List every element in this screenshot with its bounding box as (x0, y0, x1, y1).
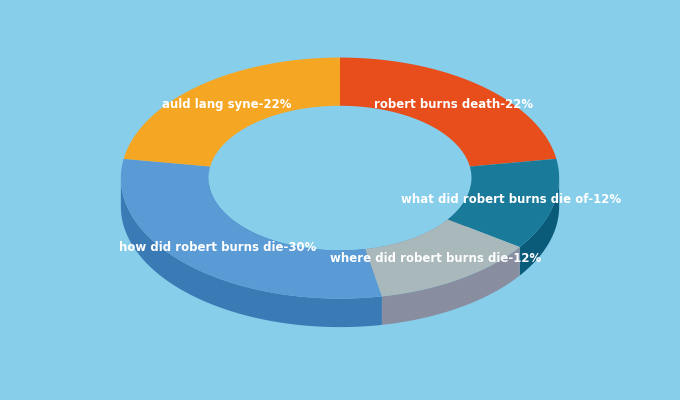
PathPatch shape (209, 178, 365, 279)
PathPatch shape (520, 178, 559, 276)
Text: what did robert burns die of-12%: what did robert burns die of-12% (401, 193, 621, 206)
PathPatch shape (121, 178, 382, 327)
Text: where did robert burns die-12%: where did robert burns die-12% (330, 252, 541, 265)
Text: auld lang syne-22%: auld lang syne-22% (162, 98, 291, 111)
PathPatch shape (365, 220, 520, 296)
PathPatch shape (448, 159, 559, 247)
Text: how did robert burns die-30%: how did robert burns die-30% (120, 241, 317, 254)
PathPatch shape (124, 58, 340, 166)
PathPatch shape (121, 159, 382, 299)
Text: robert burns death-22%: robert burns death-22% (374, 98, 533, 111)
PathPatch shape (365, 220, 448, 278)
PathPatch shape (382, 247, 520, 325)
PathPatch shape (448, 178, 471, 248)
PathPatch shape (340, 58, 556, 166)
